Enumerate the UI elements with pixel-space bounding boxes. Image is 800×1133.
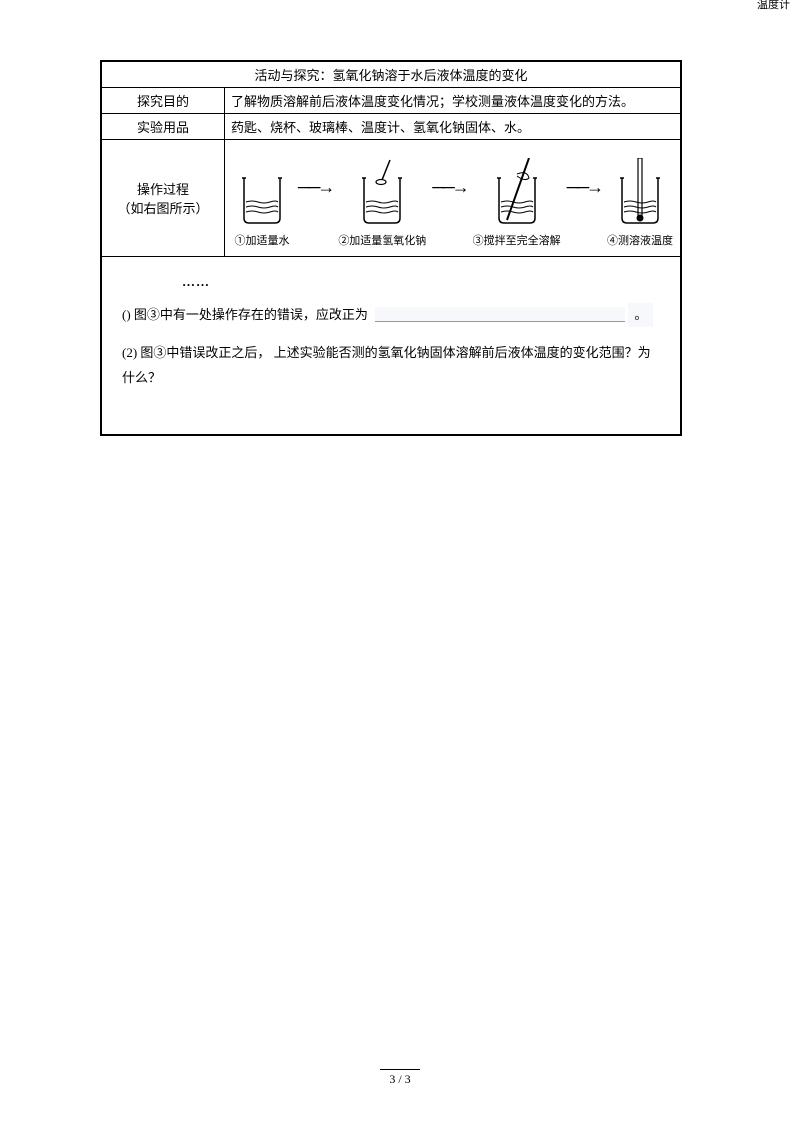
step-4-caption: ④测溶液温度 — [607, 232, 673, 248]
process-label: 操作过程 （如右图所示） — [102, 140, 225, 257]
questions-area: …… () 图③中有一处操作存在的错误，应改正为 。 (2) 图③中错误改正之后… — [108, 260, 674, 431]
process-label-line2: （如右图所示） — [108, 198, 218, 217]
arrow-3: ──→ — [567, 177, 602, 198]
beaker-4-icon — [610, 158, 670, 228]
step-2: ②加适量氢氧化钠 — [338, 158, 426, 248]
ellipsis: …… — [182, 270, 660, 295]
beaker-3-icon — [487, 158, 547, 228]
content-table: 活动与探究：氢氧化钠溶于水后液体温度的变化 探究目的 了解物质溶解前后液体温度变… — [101, 61, 681, 435]
process-diagram-cell: 温度计 — [225, 140, 681, 257]
step-3-caption: ③搅拌至完全溶解 — [473, 232, 561, 248]
q1-blank — [375, 307, 625, 322]
page-number: 3 / 3 — [380, 1069, 420, 1087]
process-diagram: ①加适量水 ──→ — [229, 148, 676, 248]
materials-label: 实验用品 — [102, 114, 225, 140]
arrow-2: ──→ — [432, 177, 467, 198]
arrow-1: ──→ — [298, 177, 333, 198]
beaker-1-icon — [232, 158, 292, 228]
thermometer-label: 温度计 — [757, 0, 790, 12]
worksheet-frame: 活动与探究：氢氧化钠溶于水后液体温度的变化 探究目的 了解物质溶解前后液体温度变… — [100, 60, 682, 436]
question-2: (2) 图③中错误改正之后， 上述实验能否测的氢氧化钠固体溶解前后液体温度的变化… — [122, 341, 660, 390]
process-label-line1: 操作过程 — [108, 179, 218, 198]
q1-period: 。 — [628, 303, 653, 328]
step-2-caption: ②加适量氢氧化钠 — [338, 232, 426, 248]
question-1: () 图③中有一处操作存在的错误，应改正为 。 — [122, 303, 660, 328]
q1-text: () 图③中有一处操作存在的错误，应改正为 — [122, 307, 368, 322]
step-1-caption: ①加适量水 — [234, 232, 289, 248]
materials-text: 药匙、烧杯、玻璃棒、温度计、氢氧化钠固体、水。 — [225, 114, 681, 140]
activity-title: 活动与探究：氢氧化钠溶于水后液体温度的变化 — [102, 62, 681, 88]
step-1: ①加适量水 — [232, 158, 292, 248]
step-3: ③搅拌至完全溶解 — [473, 158, 561, 248]
beaker-2-icon — [352, 158, 412, 228]
purpose-text: 了解物质溶解前后液体温度变化情况；学校测量液体温度变化的方法。 — [225, 88, 681, 114]
step-4: ④测溶液温度 — [607, 158, 673, 248]
purpose-label: 探究目的 — [102, 88, 225, 114]
